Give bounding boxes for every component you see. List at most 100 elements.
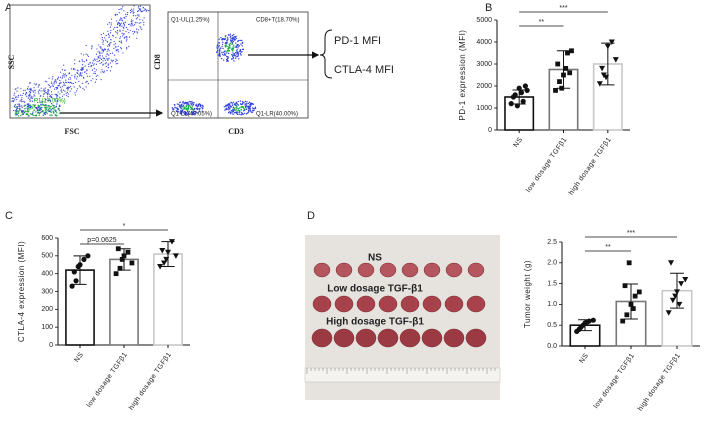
tumor (443, 328, 465, 348)
event-dot (126, 35, 128, 38)
event-dot (103, 49, 105, 51)
event-dot (29, 104, 31, 106)
event-dot (127, 23, 130, 26)
event-dot (235, 51, 237, 54)
event-dot (233, 44, 235, 47)
event-dot (244, 103, 246, 106)
event-dot (15, 95, 17, 98)
event-dot (231, 39, 233, 42)
event-dot (106, 53, 108, 55)
event-dot (104, 59, 106, 61)
event-dot (40, 95, 42, 97)
data-point (563, 66, 569, 71)
data-point (69, 283, 75, 289)
event-dot (55, 80, 57, 82)
y-tick-label: 1.0 (547, 301, 557, 308)
event-dot (93, 72, 95, 74)
event-dot (116, 49, 118, 51)
data-point (596, 81, 603, 87)
event-dot (234, 109, 236, 111)
y-tick-label: 2000 (476, 83, 492, 90)
axis-label: CD8 (153, 54, 162, 70)
event-dot (118, 24, 121, 27)
event-dot (146, 10, 148, 12)
event-dot (121, 19, 123, 21)
event-dot (66, 81, 68, 84)
event-dot (197, 105, 200, 107)
event-dot (187, 101, 189, 103)
event-dot (40, 101, 42, 103)
event-dot (81, 72, 83, 74)
event-dot (76, 76, 78, 78)
event-dot (30, 95, 32, 97)
event-dot (108, 45, 111, 47)
event-dot (119, 19, 121, 21)
event-dot (50, 109, 52, 111)
data-point (669, 297, 676, 304)
event-dot (82, 68, 84, 70)
event-dot (236, 49, 238, 51)
event-dot (21, 106, 23, 109)
event-dot (234, 107, 236, 109)
event-dot (49, 110, 51, 112)
x-tick-label: low dosage TGFβ1 (593, 352, 636, 410)
event-dot (136, 32, 139, 34)
event-dot (116, 59, 118, 62)
event-dot (71, 82, 73, 84)
event-dot (85, 44, 87, 47)
event-dot (179, 104, 181, 107)
event-dot (32, 90, 34, 92)
event-dot (240, 103, 243, 106)
event-dot (139, 19, 141, 21)
tumor (444, 295, 464, 313)
event-dot (94, 59, 96, 61)
event-dot (118, 40, 121, 42)
event-dot (111, 61, 113, 63)
event-dot (46, 81, 48, 83)
event-dot (232, 47, 235, 50)
event-dot (226, 45, 228, 48)
event-dot (27, 88, 29, 91)
event-dot (26, 95, 28, 97)
event-dot (107, 30, 109, 32)
event-dot (181, 103, 183, 105)
event-dot (241, 45, 243, 47)
quadrant-label: Q1-LL(40.05%) (171, 112, 212, 118)
event-dot (221, 51, 223, 54)
event-dot (241, 113, 243, 115)
event-dot (117, 45, 119, 47)
error-bar (512, 89, 526, 105)
event-dot (251, 107, 254, 109)
event-dot (27, 97, 29, 99)
event-dot (14, 104, 17, 106)
event-dot (56, 95, 58, 97)
tumor (357, 262, 375, 278)
data-point (119, 257, 125, 262)
error-bar (117, 248, 131, 271)
event-dot (220, 36, 222, 39)
data-point (518, 90, 524, 96)
event-dot (237, 45, 240, 47)
event-dot (42, 101, 44, 103)
data-point (622, 283, 628, 289)
event-dot (143, 24, 145, 26)
event-dot (56, 88, 59, 90)
event-dot (231, 103, 234, 105)
event-dot (107, 64, 109, 66)
event-dot (77, 70, 79, 72)
event-dot (248, 106, 250, 109)
event-dot (132, 12, 134, 14)
event-dot (252, 103, 254, 105)
event-dot (68, 86, 70, 88)
event-dot (125, 27, 128, 29)
event-dot (110, 22, 112, 24)
error-bar (73, 255, 87, 285)
event-dot (92, 78, 94, 80)
event-dot (31, 100, 34, 102)
event-dot (121, 8, 123, 10)
panel-label: D (307, 210, 315, 222)
event-dot (34, 92, 36, 94)
event-dot (224, 42, 227, 45)
event-dot (117, 22, 119, 24)
event-dot (62, 81, 65, 83)
